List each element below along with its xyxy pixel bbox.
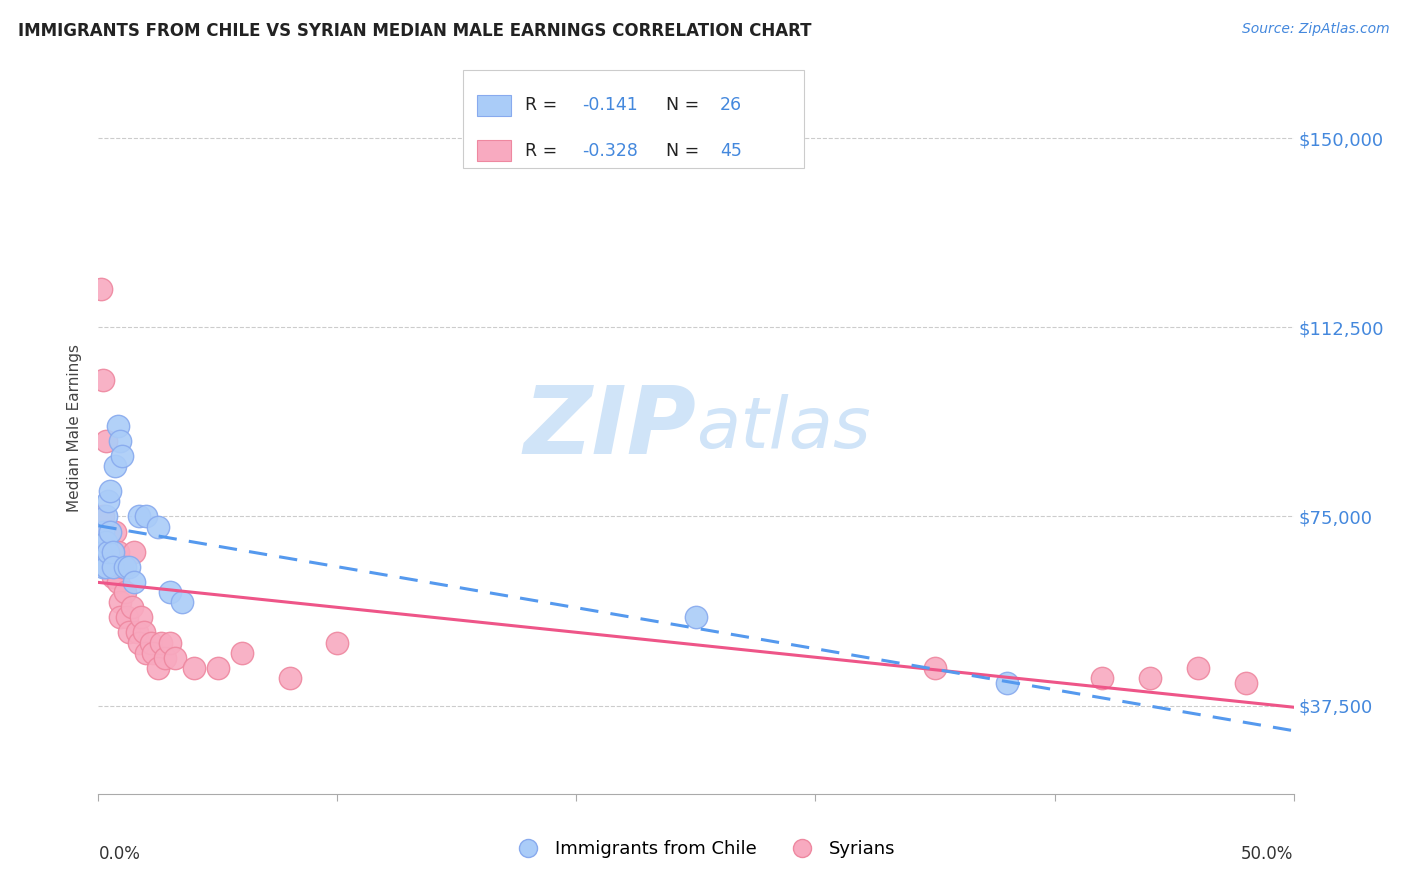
Point bbox=[91, 560, 114, 574]
Point bbox=[128, 635, 150, 649]
Point bbox=[132, 625, 155, 640]
Point bbox=[111, 560, 134, 574]
Point bbox=[1091, 671, 1114, 685]
Text: -0.141: -0.141 bbox=[582, 96, 638, 114]
Point bbox=[94, 434, 117, 448]
Point bbox=[125, 625, 148, 640]
Point bbox=[101, 570, 124, 584]
Point bbox=[163, 650, 186, 665]
Point bbox=[207, 661, 229, 675]
Point bbox=[1187, 661, 1209, 675]
Text: Source: ZipAtlas.com: Source: ZipAtlas.com bbox=[1241, 22, 1389, 37]
Point bbox=[97, 524, 120, 539]
Point bbox=[97, 560, 120, 574]
Point bbox=[98, 484, 122, 499]
Point bbox=[124, 574, 146, 589]
Point bbox=[104, 524, 127, 539]
Point bbox=[104, 560, 127, 574]
Text: 26: 26 bbox=[720, 96, 742, 114]
Point bbox=[107, 418, 129, 433]
Point bbox=[172, 595, 194, 609]
Point bbox=[90, 545, 112, 559]
Point bbox=[159, 585, 181, 599]
Point bbox=[108, 610, 131, 624]
Point bbox=[91, 509, 114, 524]
Point bbox=[135, 646, 157, 660]
Point bbox=[91, 373, 114, 387]
Point bbox=[183, 661, 205, 675]
Point bbox=[107, 545, 129, 559]
Point bbox=[115, 610, 138, 624]
Text: 0.0%: 0.0% bbox=[98, 845, 141, 863]
Point bbox=[131, 610, 153, 624]
Point bbox=[924, 661, 946, 675]
Text: atlas: atlas bbox=[696, 393, 870, 463]
Point bbox=[98, 524, 122, 539]
Point bbox=[148, 661, 170, 675]
Point bbox=[278, 671, 301, 685]
Point bbox=[91, 524, 114, 539]
Point bbox=[995, 676, 1018, 690]
Point bbox=[114, 560, 136, 574]
Point bbox=[90, 282, 112, 296]
Point bbox=[111, 449, 134, 463]
Point bbox=[1234, 676, 1257, 690]
Point bbox=[97, 545, 120, 559]
Point bbox=[118, 560, 141, 574]
Point bbox=[121, 600, 143, 615]
Point bbox=[108, 434, 131, 448]
Point bbox=[107, 574, 129, 589]
Text: R =: R = bbox=[524, 142, 562, 160]
Point bbox=[135, 509, 157, 524]
Text: N =: N = bbox=[666, 142, 704, 160]
Point bbox=[104, 458, 127, 473]
Point bbox=[159, 635, 181, 649]
Point bbox=[94, 534, 117, 549]
Text: -0.328: -0.328 bbox=[582, 142, 638, 160]
Text: 45: 45 bbox=[720, 142, 742, 160]
FancyBboxPatch shape bbox=[477, 140, 510, 161]
Point bbox=[94, 509, 117, 524]
Point bbox=[139, 635, 162, 649]
Point bbox=[128, 509, 150, 524]
Point bbox=[94, 560, 117, 574]
Point bbox=[98, 560, 122, 574]
Point bbox=[97, 494, 120, 508]
FancyBboxPatch shape bbox=[463, 70, 804, 169]
Text: N =: N = bbox=[666, 96, 704, 114]
Point bbox=[149, 635, 172, 649]
Point bbox=[148, 519, 170, 533]
Point bbox=[94, 534, 117, 549]
Legend: Immigrants from Chile, Syrians: Immigrants from Chile, Syrians bbox=[503, 833, 903, 865]
Text: 50.0%: 50.0% bbox=[1241, 845, 1294, 863]
Point bbox=[1139, 671, 1161, 685]
Point bbox=[142, 646, 165, 660]
Point bbox=[101, 545, 124, 559]
Point bbox=[114, 585, 136, 599]
Point bbox=[231, 646, 253, 660]
Y-axis label: Median Male Earnings: Median Male Earnings bbox=[67, 344, 83, 512]
Text: ZIP: ZIP bbox=[523, 382, 696, 475]
Point bbox=[98, 524, 122, 539]
Point bbox=[124, 545, 146, 559]
Point bbox=[155, 650, 177, 665]
Point bbox=[326, 635, 349, 649]
Point bbox=[118, 625, 141, 640]
FancyBboxPatch shape bbox=[477, 95, 510, 116]
Point bbox=[101, 560, 124, 574]
Point bbox=[101, 545, 124, 559]
Text: R =: R = bbox=[524, 96, 562, 114]
Point bbox=[685, 610, 707, 624]
Text: IMMIGRANTS FROM CHILE VS SYRIAN MEDIAN MALE EARNINGS CORRELATION CHART: IMMIGRANTS FROM CHILE VS SYRIAN MEDIAN M… bbox=[18, 22, 811, 40]
Point bbox=[108, 595, 131, 609]
